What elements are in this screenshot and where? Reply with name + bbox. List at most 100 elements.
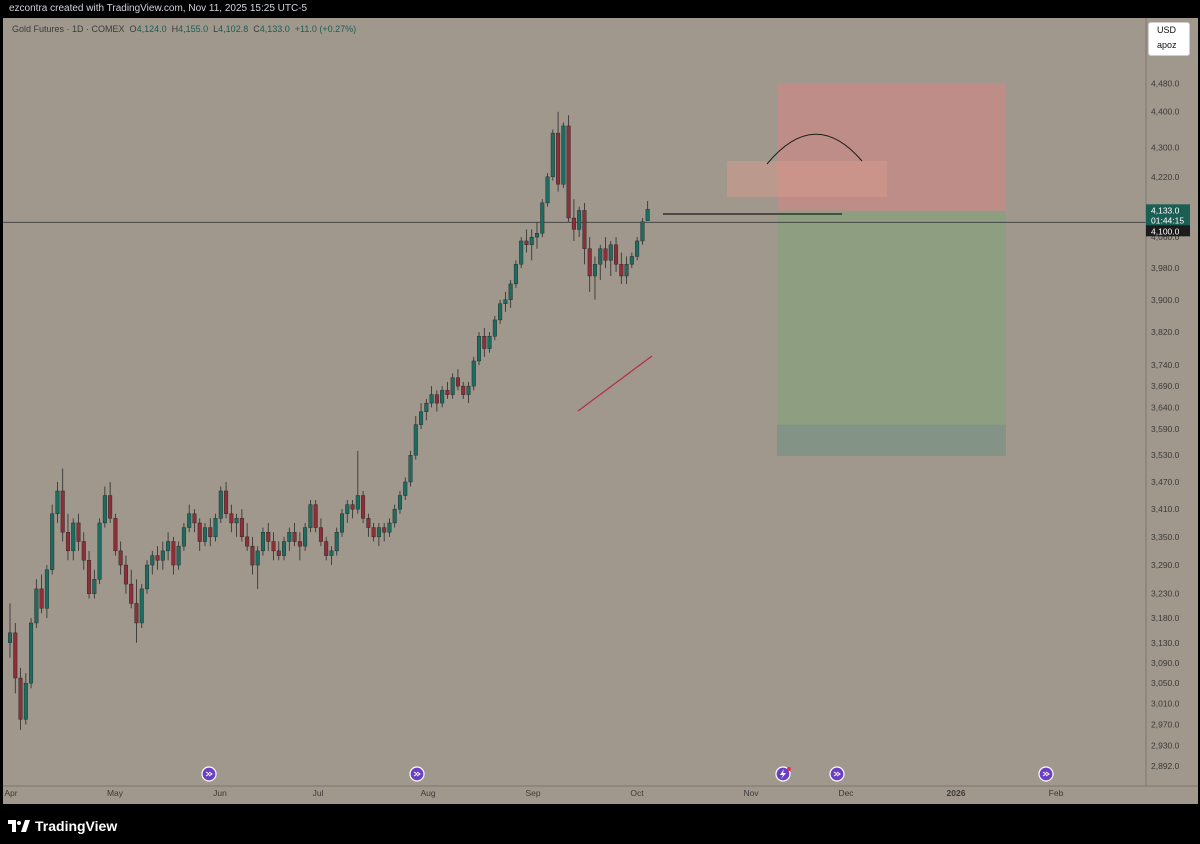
candle-body: [614, 244, 619, 265]
candle: [76, 513, 81, 551]
candle: [139, 584, 144, 628]
chart-pane[interactable]: 4,480.0 4,400.0 4,300.0 4,220.0 4,060.0 3,980…: [3, 18, 1198, 804]
candle-body: [598, 248, 603, 265]
candle-body: [113, 518, 118, 552]
candle: [150, 550, 155, 575]
candle-body: [429, 394, 434, 404]
last-price-tag: [1146, 204, 1190, 227]
event-marker-glyph: [413, 771, 421, 777]
candle-body: [71, 522, 76, 552]
red-trendline: [577, 355, 653, 412]
candle-body: [519, 240, 524, 265]
candle-body: [477, 336, 482, 362]
event-marker-icon: [1038, 766, 1054, 782]
candle-body: [608, 244, 613, 261]
candle: [392, 504, 397, 528]
candle: [292, 522, 297, 547]
candle-body: [271, 541, 276, 552]
candle: [461, 381, 466, 399]
candle: [366, 513, 371, 537]
candle: [355, 450, 360, 514]
candle: [561, 122, 566, 188]
candle: [334, 527, 339, 556]
price-tick-label: 4,300.0: [1151, 143, 1180, 153]
candle-body: [60, 490, 65, 533]
legend-close-label: C: [253, 24, 260, 34]
candle-body: [255, 550, 260, 566]
currency-unit-box[interactable]: USD apoz: [1148, 22, 1190, 56]
candle-body: [466, 385, 471, 395]
candle-body: [403, 481, 408, 496]
legend-high-value: 4,155.0: [178, 24, 209, 34]
candle-body: [297, 541, 302, 547]
price-tick-label: 3,820.0: [1151, 327, 1180, 337]
candle-body: [582, 210, 587, 249]
candle: [635, 237, 640, 261]
candle: [556, 111, 561, 192]
candle: [645, 201, 650, 221]
candle-body: [118, 550, 123, 566]
price-chart[interactable]: 4,480.0 4,400.0 4,300.0 4,220.0 4,060.0 3,980…: [3, 18, 1198, 804]
candle: [619, 252, 624, 284]
candle-body: [34, 588, 39, 624]
candle-body: [213, 518, 218, 538]
candle-body: [282, 541, 287, 556]
candle-body: [392, 508, 397, 524]
candle: [213, 513, 218, 542]
lightning-event-dot: [787, 767, 791, 771]
candle: [171, 536, 176, 575]
candle: [592, 256, 597, 300]
candle-body: [334, 531, 339, 552]
candle: [255, 546, 260, 589]
candle-body: [450, 377, 455, 395]
legend-high-label: H: [171, 24, 179, 34]
candle-body: [413, 424, 418, 456]
candle: [81, 532, 86, 570]
candle-body: [424, 402, 429, 412]
candle: [350, 500, 355, 519]
candle-body: [287, 531, 292, 542]
candle-body: [55, 490, 60, 514]
time-tick-label: Apr: [4, 788, 17, 798]
candle: [408, 450, 413, 487]
candle-body: [181, 527, 186, 547]
candle: [202, 522, 207, 547]
legend-open-value: 4,124.0: [136, 24, 167, 34]
candle: [187, 504, 192, 533]
price-tick-label: 4,400.0: [1151, 107, 1180, 117]
candle-body: [461, 385, 466, 395]
time-tick-label: Jul: [313, 788, 324, 798]
candle-body: [202, 527, 207, 542]
candle: [466, 381, 471, 404]
candle-body: [329, 550, 334, 556]
price-tick-label: 3,470.0: [1151, 477, 1180, 487]
candle: [540, 199, 545, 238]
candle: [477, 332, 482, 366]
price-tick-label: 2,930.0: [1151, 741, 1180, 751]
candle: [271, 532, 276, 561]
price-tick-label: 4,060.0: [1151, 232, 1180, 242]
candle: [455, 369, 460, 391]
legend-low-value: 4,102.8: [218, 24, 249, 34]
time-tick-label: Jun: [213, 788, 227, 798]
price-tick-label: 2,970.0: [1151, 720, 1180, 730]
candle: [587, 237, 592, 292]
candle: [160, 541, 165, 570]
candle: [60, 468, 65, 542]
candle-body: [92, 579, 97, 594]
candle-body: [640, 221, 645, 242]
price-tick-label: 3,530.0: [1151, 450, 1180, 460]
symbol-legend: Gold Futures · 1D · COMEX O4,124.0 H4,15…: [12, 24, 356, 34]
candle-body: [18, 677, 23, 720]
legend-change: +11.0 (+0.27%): [294, 24, 357, 34]
candle-body: [440, 390, 445, 404]
candle: [118, 541, 123, 575]
candle: [245, 522, 250, 551]
snapshot-title: ezcontra created with TradingView.com, N…: [9, 3, 308, 14]
candle: [387, 518, 392, 537]
lightning-glyph: [780, 769, 786, 779]
candle: [55, 481, 60, 523]
price-tick-label: 3,900.0: [1151, 295, 1180, 305]
event-marker-glyph: [205, 771, 213, 777]
